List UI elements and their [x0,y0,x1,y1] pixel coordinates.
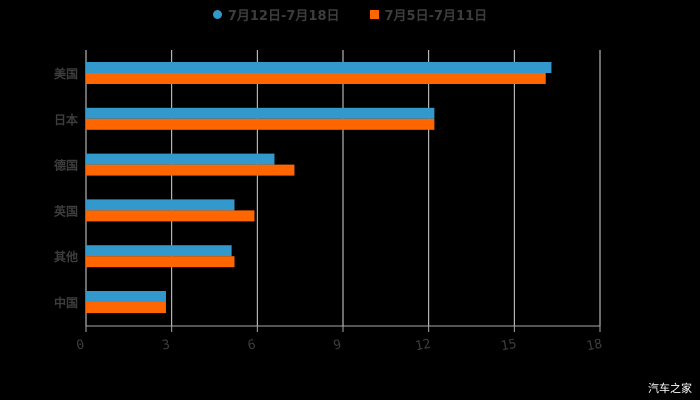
y-category-label: 德国 [54,158,78,173]
bar-series-1 [86,107,435,119]
bar-series-1 [86,62,552,73]
x-tick-label: 0 [75,337,85,353]
bar-series-1 [86,199,235,211]
bar-series-2 [86,302,166,313]
chart-legend: 7月12日-7月18日 7月5日-7月11日 [0,4,700,24]
x-tick-label: 9 [332,337,342,353]
bar-series-1 [86,245,232,257]
x-tick-label: 18 [585,337,603,354]
bar-series-1 [86,291,166,302]
bar-series-2 [86,210,255,222]
x-tick-label: 3 [161,337,171,353]
y-category-label: 其他 [54,249,78,264]
y-category-label: 英国 [54,203,78,218]
bar-series-2 [86,73,546,84]
legend-item-series-2[interactable]: 7月5日-7月11日 [369,4,488,24]
x-tick-label: 12 [414,337,432,354]
legend-label: 7月5日-7月11日 [384,8,488,24]
x-tick-label: 6 [247,337,257,353]
legend-item-series-1[interactable]: 7月12日-7月18日 [212,4,340,24]
square-marker-icon [369,9,379,19]
legend-label: 7月12日-7月18日 [227,8,340,24]
bar-series-2 [86,164,295,176]
bar-series-1 [86,153,275,165]
x-tick-label: 15 [500,337,518,354]
circle-marker-icon [212,9,222,19]
bar-series-2 [86,118,435,130]
bar-series-2 [86,256,235,268]
y-category-label: 美国 [54,66,78,81]
watermark: 汽车之家 [648,382,692,395]
y-category-label: 日本 [54,112,78,127]
y-category-label: 中国 [54,295,78,310]
